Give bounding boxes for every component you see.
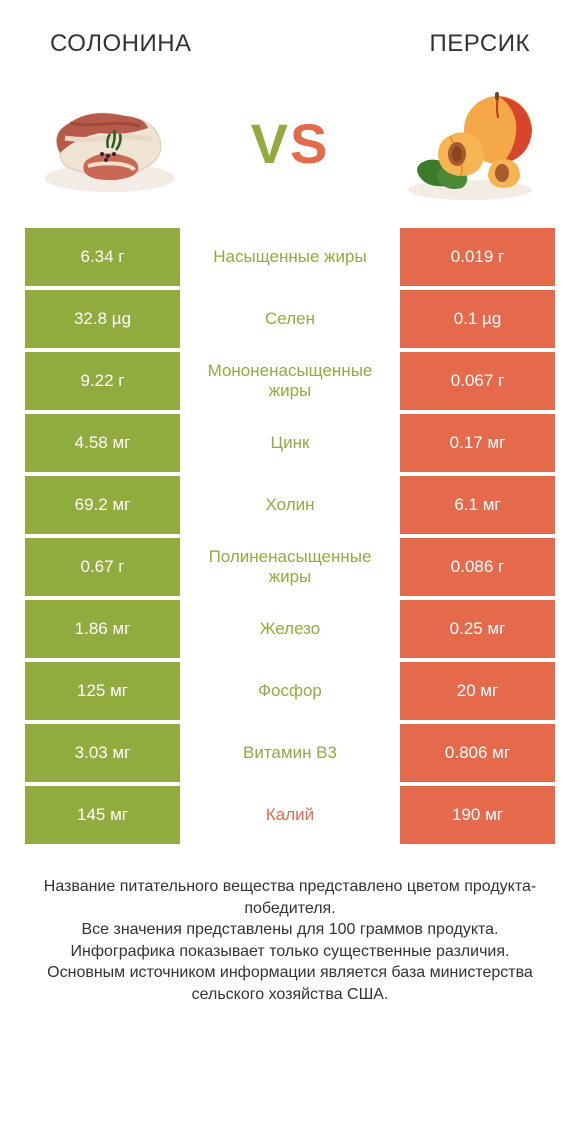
- right-food-title: ПЕРСИК: [429, 30, 530, 58]
- footer-line: Название питательного вещества представл…: [28, 876, 552, 919]
- left-value-cell: 0.67 г: [25, 538, 180, 596]
- footer-notes: Название питательного вещества представл…: [0, 848, 580, 1006]
- left-value-cell: 69.2 мг: [25, 476, 180, 534]
- nutrient-label: Селен: [180, 290, 400, 348]
- table-row: 145 мгКалий190 мг: [25, 786, 555, 844]
- nutrient-label: Цинк: [180, 414, 400, 472]
- footer-line: Инфографика показывает только существенн…: [28, 941, 552, 963]
- right-value-cell: 6.1 мг: [400, 476, 555, 534]
- right-value-cell: 0.806 мг: [400, 724, 555, 782]
- table-row: 125 мгФосфор20 мг: [25, 662, 555, 720]
- left-value-cell: 9.22 г: [25, 352, 180, 410]
- left-value-cell: 125 мг: [25, 662, 180, 720]
- left-value-cell: 6.34 г: [25, 228, 180, 286]
- right-value-cell: 0.1 µg: [400, 290, 555, 348]
- left-value-cell: 145 мг: [25, 786, 180, 844]
- right-value-cell: 0.086 г: [400, 538, 555, 596]
- table-row: 0.67 гПолиненасыщенные жиры0.086 г: [25, 538, 555, 596]
- vs-letter-v: V: [251, 112, 290, 175]
- nutrient-label: Фосфор: [180, 662, 400, 720]
- nutrient-label: Мононенасыщенные жиры: [180, 352, 400, 410]
- left-food-title: СОЛОНИНА: [50, 30, 192, 58]
- vs-row: VS: [0, 68, 580, 228]
- vs-label: VS: [251, 111, 330, 176]
- vs-letter-s: S: [290, 112, 329, 175]
- right-value-cell: 0.25 мг: [400, 600, 555, 658]
- left-value-cell: 4.58 мг: [25, 414, 180, 472]
- right-value-cell: 0.067 г: [400, 352, 555, 410]
- nutrient-label: Калий: [180, 786, 400, 844]
- right-value-cell: 20 мг: [400, 662, 555, 720]
- table-row: 1.86 мгЖелезо0.25 мг: [25, 600, 555, 658]
- table-row: 4.58 мгЦинк0.17 мг: [25, 414, 555, 472]
- right-value-cell: 0.17 мг: [400, 414, 555, 472]
- nutrient-label: Витамин B3: [180, 724, 400, 782]
- nutrient-label: Железо: [180, 600, 400, 658]
- nutrient-label: Полиненасыщенные жиры: [180, 538, 400, 596]
- table-row: 9.22 гМононенасыщенные жиры0.067 г: [25, 352, 555, 410]
- right-value-cell: 190 мг: [400, 786, 555, 844]
- table-row: 32.8 µgСелен0.1 µg: [25, 290, 555, 348]
- right-food-image: [390, 78, 550, 208]
- footer-line: Все значения представлены для 100 граммо…: [28, 919, 552, 941]
- left-value-cell: 32.8 µg: [25, 290, 180, 348]
- left-value-cell: 3.03 мг: [25, 724, 180, 782]
- comparison-table: 6.34 гНасыщенные жиры0.019 г32.8 µgСелен…: [0, 228, 580, 844]
- left-value-cell: 1.86 мг: [25, 600, 180, 658]
- right-value-cell: 0.019 г: [400, 228, 555, 286]
- nutrient-label: Холин: [180, 476, 400, 534]
- footer-line: Основным источником информации является …: [28, 962, 552, 1005]
- left-food-image: [30, 78, 190, 208]
- table-row: 6.34 гНасыщенные жиры0.019 г: [25, 228, 555, 286]
- nutrient-label: Насыщенные жиры: [180, 228, 400, 286]
- table-row: 3.03 мгВитамин B30.806 мг: [25, 724, 555, 782]
- table-row: 69.2 мгХолин6.1 мг: [25, 476, 555, 534]
- header: СОЛОНИНА ПЕРСИК: [0, 0, 580, 68]
